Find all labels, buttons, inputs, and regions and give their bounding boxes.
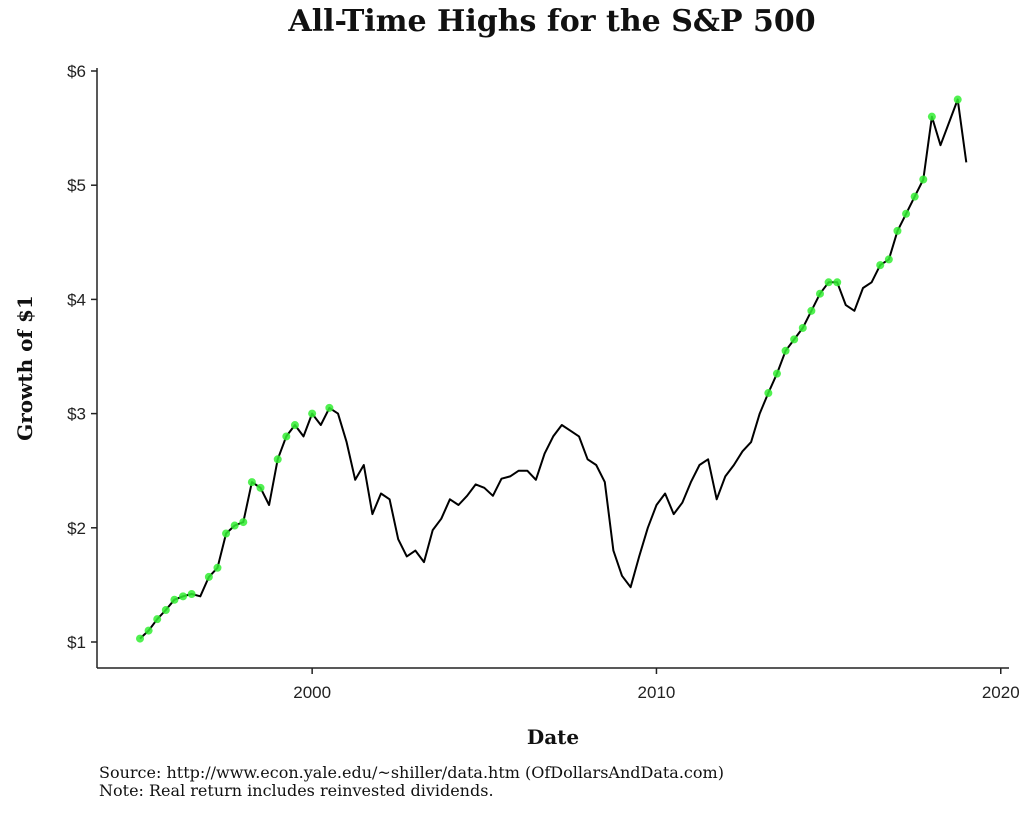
all-time-high-point bbox=[910, 192, 919, 201]
all-time-high-point bbox=[153, 615, 162, 624]
all-time-high-point bbox=[230, 521, 239, 530]
all-time-high-point bbox=[876, 261, 885, 270]
all-time-high-point bbox=[325, 403, 334, 412]
all-time-high-point bbox=[833, 278, 842, 287]
all-time-high-point bbox=[256, 483, 265, 492]
all-time-high-point bbox=[790, 335, 799, 344]
footnote: Note: Real return includes reinvested di… bbox=[99, 781, 494, 800]
all-time-high-point bbox=[222, 529, 231, 538]
x-tick-label: 2000 bbox=[293, 683, 331, 702]
all-time-high-point bbox=[239, 518, 248, 527]
all-time-high-point bbox=[179, 592, 188, 601]
all-time-high-point bbox=[136, 634, 144, 643]
source-note: Source: http://www.econ.yale.edu/~shille… bbox=[99, 763, 724, 782]
all-time-high-point bbox=[807, 306, 816, 315]
y-axis-title: Growth of $1 bbox=[13, 295, 37, 441]
all-time-high-point bbox=[273, 455, 282, 464]
x-ticks: 2000 2010 2020 bbox=[293, 668, 1020, 702]
axes bbox=[96, 68, 1009, 669]
all-time-high-point bbox=[187, 590, 196, 599]
y-tick-label: $2 bbox=[67, 519, 86, 538]
series-line bbox=[139, 98, 968, 640]
all-time-high-point bbox=[213, 563, 222, 572]
all-time-high-point bbox=[919, 175, 928, 184]
all-time-high-point bbox=[282, 432, 291, 441]
all-time-high-point bbox=[247, 478, 256, 487]
all-time-high-point bbox=[204, 572, 213, 581]
all-time-high-point bbox=[290, 421, 299, 430]
all-time-high-point bbox=[798, 323, 807, 332]
y-tick-label: $3 bbox=[67, 405, 86, 424]
y-tick-label: $6 bbox=[67, 62, 86, 81]
all-time-high-point bbox=[170, 595, 179, 604]
x-axis-title: Date bbox=[527, 725, 579, 749]
all-time-high-point bbox=[953, 95, 962, 104]
all-time-high-point bbox=[144, 626, 153, 635]
all-time-high-point bbox=[902, 209, 911, 218]
all-time-high-point bbox=[815, 289, 824, 298]
all-time-high-point bbox=[884, 255, 893, 264]
all-time-high-point bbox=[308, 409, 317, 418]
all-time-high-point bbox=[764, 389, 773, 398]
all-time-high-point bbox=[893, 226, 902, 235]
all-time-high-point bbox=[927, 112, 936, 121]
all-time-high-point bbox=[161, 606, 170, 615]
x-tick-label: 2020 bbox=[982, 683, 1020, 702]
x-tick-label: 2010 bbox=[638, 683, 676, 702]
chart-title: All-Time Highs for the S&P 500 bbox=[288, 4, 816, 39]
all-time-high-point bbox=[781, 346, 790, 355]
all-time-high-point bbox=[824, 278, 833, 287]
y-tick-label: $5 bbox=[67, 176, 86, 195]
y-ticks: $1 $2 $3 $4 $5 $6 bbox=[67, 62, 97, 652]
chart-notes: Source: http://www.econ.yale.edu/~shille… bbox=[99, 764, 724, 800]
series-layer bbox=[136, 95, 968, 643]
y-tick-label: $4 bbox=[67, 290, 86, 309]
y-tick-label: $1 bbox=[67, 633, 86, 652]
all-time-high-point bbox=[772, 369, 781, 378]
